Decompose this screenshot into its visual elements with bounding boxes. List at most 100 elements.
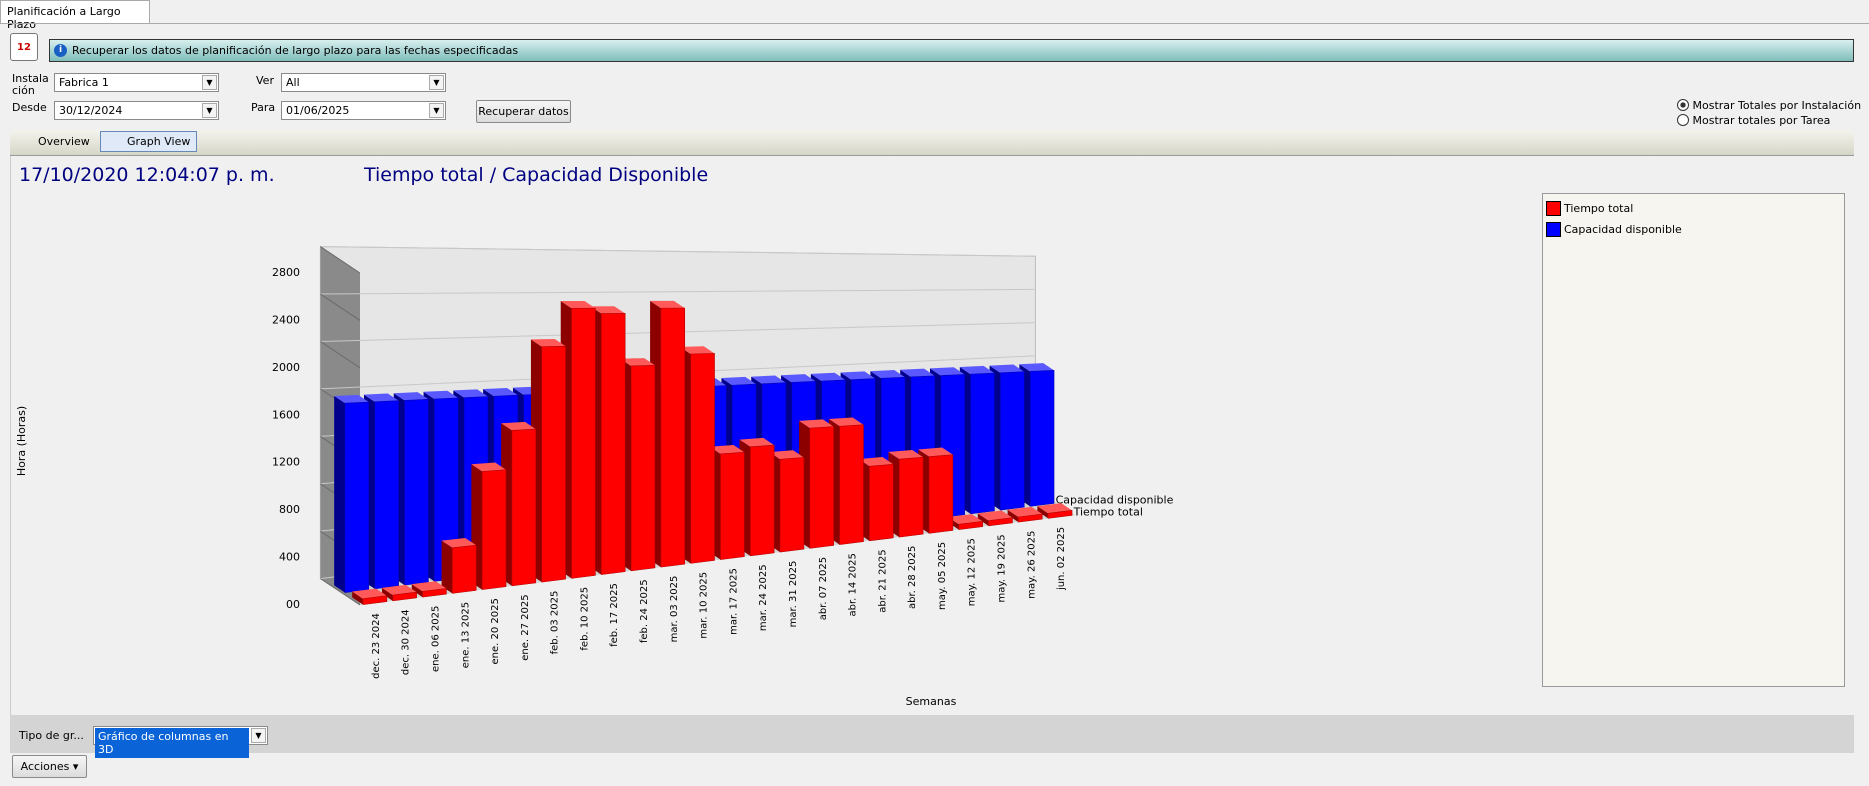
value: Fabrica 1 xyxy=(59,76,109,89)
x-tick-label: may. 12 2025 xyxy=(967,538,978,606)
grid-line xyxy=(320,246,361,274)
info-bar: Recuperar los datos de planificación de … xyxy=(49,39,1854,62)
x-tick-label: feb. 10 2025 xyxy=(579,587,590,651)
toolbar xyxy=(10,130,1854,156)
bar-top xyxy=(721,376,757,386)
label: Tipo de gr... xyxy=(19,729,84,742)
button[interactable]: Recuperar datos xyxy=(476,100,571,123)
calendar-icon: 12 xyxy=(10,33,38,61)
x-tick-label: may. 19 2025 xyxy=(997,534,1008,602)
legend-swatch xyxy=(1546,201,1561,216)
x-tick-label: abr. 28 2025 xyxy=(907,546,918,609)
radio[interactable]: Mostrar Totales por Instalación xyxy=(1677,98,1861,113)
x-tick-label: abr. 14 2025 xyxy=(848,553,859,616)
grid-line xyxy=(320,578,361,606)
bottom-bar xyxy=(10,715,1854,753)
info-icon: i xyxy=(54,44,67,57)
bar-front xyxy=(779,457,805,553)
bar-front xyxy=(660,307,686,568)
bar-front xyxy=(392,591,417,602)
bar xyxy=(590,306,626,575)
bar xyxy=(1019,363,1055,507)
x-tick-label: feb. 24 2025 xyxy=(639,579,650,643)
bar-top xyxy=(453,389,488,398)
combo[interactable]: 01/06/2025 ▼ xyxy=(281,101,446,120)
x-tick-label: ene. 20 2025 xyxy=(490,598,501,664)
tab-button[interactable]: Graph View xyxy=(100,131,198,152)
bar-front xyxy=(839,424,864,545)
arrow[interactable]: ▼ xyxy=(429,75,444,90)
actions-button[interactable]: Acciones ▾ xyxy=(12,755,87,778)
x-tick-label: dec. 23 2024 xyxy=(371,613,382,679)
bar xyxy=(918,447,954,534)
bar xyxy=(471,462,507,590)
bar-side xyxy=(352,591,363,605)
bar xyxy=(501,421,537,587)
chart-title: Tiempo total / Capacidad Disponible xyxy=(364,164,709,186)
combo[interactable]: 30/12/2024 ▼ xyxy=(54,101,219,120)
bar-side xyxy=(411,584,423,598)
bar xyxy=(411,581,447,598)
tab-line xyxy=(0,23,1869,24)
bar-top xyxy=(483,387,518,397)
combo[interactable]: Gráfico de columnas en 3D ▼ xyxy=(93,726,268,758)
arrow[interactable]: ▼ xyxy=(251,728,266,743)
bar-top xyxy=(751,375,786,384)
bar xyxy=(959,365,995,515)
x-tick-label: dec. 30 2024 xyxy=(401,609,412,675)
bar-top xyxy=(959,365,995,375)
radio[interactable]: Mostrar totales por Tarea xyxy=(1677,113,1861,128)
bar-front xyxy=(601,313,626,575)
row-label: Tiempo total xyxy=(1073,505,1143,518)
bar-top xyxy=(870,370,906,379)
chart: 00 400 800 1200 1600 2000 2400 2800 Capacidad di… xyxy=(15,246,1174,708)
tab-button[interactable]: Overview xyxy=(38,135,90,148)
x-tick-label: may. 05 2025 xyxy=(937,542,948,610)
tab[interactable]: Planificación a Largo Plazo xyxy=(0,0,150,31)
y-tick-label: 1600 xyxy=(272,408,300,421)
x-tick-label: mar. 31 2025 xyxy=(788,561,799,628)
combo[interactable]: All ▼ xyxy=(281,73,446,92)
arrow[interactable]: ▼ xyxy=(202,75,217,90)
bar-top xyxy=(530,338,566,347)
bar-front xyxy=(1000,371,1025,511)
bar xyxy=(769,450,805,553)
x-tick-label: mar. 03 2025 xyxy=(669,576,680,643)
bar-top xyxy=(1019,363,1055,372)
x-tick-label: ene. 13 2025 xyxy=(460,602,471,668)
bar-front xyxy=(809,426,834,549)
timestamp: 17/10/2020 12:04:07 p. m. xyxy=(19,164,275,186)
y-tick-label: 2800 xyxy=(272,266,300,279)
y-axis-label: Hora (Horas) xyxy=(15,406,28,476)
value: 30/12/2024 xyxy=(59,104,123,117)
bar-front xyxy=(422,588,447,598)
bar xyxy=(1007,506,1043,523)
bar xyxy=(650,300,686,568)
bar-top xyxy=(501,421,536,431)
bar xyxy=(739,437,775,557)
combo[interactable]: Fabrica 1 ▼ xyxy=(54,73,219,92)
bar-front xyxy=(749,444,775,557)
bar-top xyxy=(560,301,596,309)
value: 01/06/2025 xyxy=(286,104,350,117)
bar xyxy=(828,417,864,545)
bar xyxy=(363,393,399,590)
bar-top xyxy=(799,419,834,429)
legend-item: Tiempo total xyxy=(1546,198,1841,219)
value: Gráfico de columnas en 3D xyxy=(95,728,249,758)
bar-front xyxy=(869,463,894,542)
legend-item: Capacidad disponible xyxy=(1546,219,1841,240)
bar-front xyxy=(452,544,477,594)
bar-top xyxy=(363,393,399,402)
bar-front xyxy=(1018,513,1043,523)
x-tick-label: mar. 10 2025 xyxy=(699,572,710,639)
bar-front xyxy=(958,521,983,530)
bar xyxy=(989,364,1025,511)
arrow[interactable]: ▼ xyxy=(429,103,444,118)
bar-front xyxy=(630,364,656,572)
arrow[interactable]: ▼ xyxy=(202,103,217,118)
bar-side xyxy=(334,395,345,593)
label: Instalación xyxy=(12,72,49,97)
bar-top xyxy=(769,450,804,460)
